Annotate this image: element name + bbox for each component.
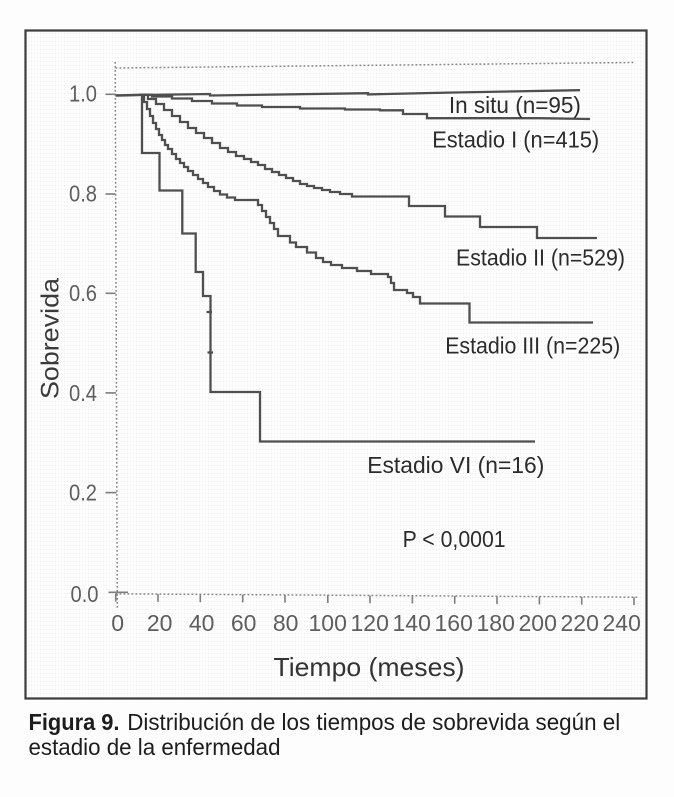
svg-text:Distribución de los tiempos de: Distribución de los tiempos de sobrevida… bbox=[127, 709, 620, 735]
svg-text:180: 180 bbox=[477, 610, 515, 636]
svg-text:0.8: 0.8 bbox=[69, 181, 97, 207]
svg-text:0.4: 0.4 bbox=[69, 380, 97, 406]
svg-text:200: 200 bbox=[519, 610, 557, 636]
svg-text:20: 20 bbox=[147, 610, 173, 636]
svg-text:Estadio II (n=529): Estadio II (n=529) bbox=[456, 245, 625, 271]
svg-text:60: 60 bbox=[231, 610, 257, 636]
svg-text:Figura 9.: Figura 9. bbox=[29, 709, 120, 735]
svg-text:Sobrevida: Sobrevida bbox=[37, 278, 65, 399]
svg-text:Estadio VI (n=16): Estadio VI (n=16) bbox=[367, 452, 544, 478]
svg-text:100: 100 bbox=[309, 610, 347, 636]
svg-text:120: 120 bbox=[351, 610, 389, 636]
svg-text:0.2: 0.2 bbox=[69, 480, 97, 506]
svg-text:220: 220 bbox=[561, 610, 599, 636]
svg-text:1.0: 1.0 bbox=[69, 81, 97, 107]
svg-text:140: 140 bbox=[393, 610, 431, 636]
svg-text:In situ (n=95): In situ (n=95) bbox=[449, 92, 581, 118]
svg-text:estadio de la enfermedad: estadio de la enfermedad bbox=[29, 734, 281, 760]
svg-text:0: 0 bbox=[111, 610, 124, 636]
svg-text:80: 80 bbox=[273, 610, 299, 636]
svg-text:0.0: 0.0 bbox=[71, 581, 99, 607]
svg-text:Estadio I (n=415): Estadio I (n=415) bbox=[432, 127, 599, 153]
svg-text:40: 40 bbox=[189, 610, 215, 636]
svg-text:P < 0,0001: P < 0,0001 bbox=[403, 526, 506, 552]
svg-text:240: 240 bbox=[603, 610, 641, 636]
svg-text:Tiempo (meses): Tiempo (meses) bbox=[274, 652, 465, 682]
svg-text:0.6: 0.6 bbox=[69, 280, 97, 306]
svg-text:Estadio III (n=225): Estadio III (n=225) bbox=[445, 333, 620, 359]
svg-text:160: 160 bbox=[435, 610, 473, 636]
